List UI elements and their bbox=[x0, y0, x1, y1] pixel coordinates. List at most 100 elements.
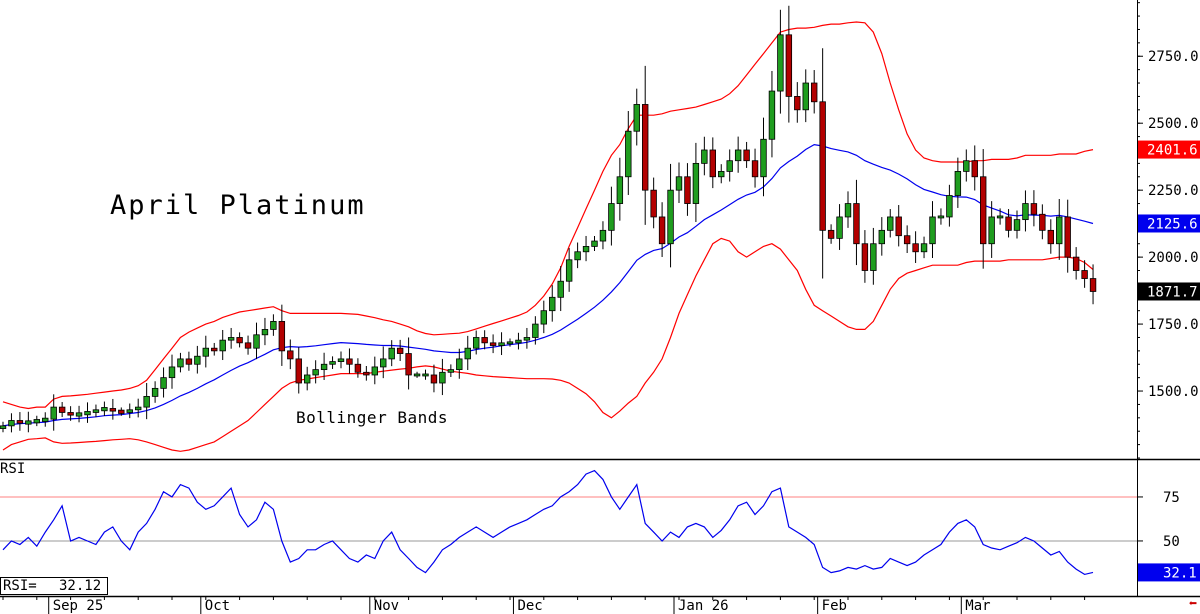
candle bbox=[101, 401, 108, 416]
candle-body bbox=[363, 371, 370, 376]
candle bbox=[109, 398, 117, 420]
candle bbox=[456, 348, 463, 379]
candle-body bbox=[912, 243, 919, 253]
candle-body bbox=[996, 215, 1004, 219]
scroll-left-arrow-icon[interactable]: ⬅ bbox=[1188, 596, 1197, 612]
candle-body bbox=[946, 195, 953, 218]
candle-body bbox=[903, 235, 911, 245]
candle-body bbox=[92, 409, 100, 413]
candle bbox=[472, 330, 480, 355]
candle-body bbox=[1047, 229, 1054, 245]
candle bbox=[0, 421, 7, 433]
candle bbox=[819, 48, 826, 279]
candle-body bbox=[549, 296, 556, 312]
candle bbox=[489, 334, 497, 354]
candle-body bbox=[75, 412, 83, 417]
candle bbox=[802, 69, 809, 123]
candle-body bbox=[388, 347, 395, 360]
candle-body bbox=[472, 337, 480, 349]
candle bbox=[684, 163, 691, 216]
candle bbox=[430, 364, 438, 393]
candle-body bbox=[337, 358, 345, 362]
candle-body bbox=[430, 374, 438, 384]
candle bbox=[971, 145, 978, 191]
candle bbox=[768, 70, 776, 158]
candle bbox=[75, 405, 83, 423]
candle-body bbox=[608, 203, 615, 231]
rsi-tick-label: 50 bbox=[1163, 534, 1180, 550]
candle-body bbox=[692, 162, 700, 204]
candle-body bbox=[591, 240, 598, 247]
price-tick-label: 2000.0 bbox=[1148, 250, 1199, 266]
candle-body bbox=[777, 34, 784, 92]
candle-body bbox=[8, 420, 15, 427]
time-tick-label: Nov bbox=[374, 598, 399, 614]
candle-body bbox=[498, 342, 505, 346]
candle bbox=[827, 224, 835, 244]
rsi-current-box bbox=[1138, 563, 1200, 582]
candle-body bbox=[734, 149, 742, 162]
candle-body bbox=[861, 243, 869, 271]
candle-body bbox=[42, 417, 49, 422]
candle-body bbox=[1056, 216, 1063, 245]
candle-body bbox=[456, 358, 463, 371]
candle bbox=[1056, 199, 1063, 260]
candle-body bbox=[84, 411, 91, 416]
candle bbox=[1064, 199, 1071, 273]
time-tick-label: Oct bbox=[205, 598, 230, 614]
candle bbox=[405, 337, 412, 390]
candle bbox=[481, 330, 488, 350]
candle bbox=[878, 217, 885, 256]
candle-body bbox=[329, 361, 336, 365]
candle bbox=[25, 411, 32, 433]
candle bbox=[895, 205, 902, 247]
candle bbox=[143, 383, 150, 420]
candle bbox=[988, 201, 995, 258]
candle-body bbox=[794, 96, 801, 111]
candle bbox=[447, 364, 455, 377]
candle-body bbox=[658, 216, 666, 245]
candle bbox=[903, 225, 911, 254]
candle-body bbox=[836, 216, 843, 239]
candle bbox=[337, 351, 345, 369]
candle-body bbox=[16, 420, 24, 424]
candle bbox=[354, 358, 362, 378]
candle-body bbox=[1072, 256, 1080, 271]
candle bbox=[261, 317, 269, 346]
candle-body bbox=[920, 243, 928, 253]
candle bbox=[861, 230, 869, 283]
candle bbox=[134, 398, 142, 418]
candle bbox=[734, 136, 742, 173]
candle-body bbox=[642, 104, 649, 191]
candle bbox=[84, 402, 91, 423]
candle-body bbox=[726, 160, 733, 172]
candle bbox=[667, 163, 674, 268]
candle-body bbox=[980, 176, 987, 245]
price-label-text: 2401.6 bbox=[1147, 143, 1198, 159]
candle-body bbox=[194, 355, 201, 365]
rsi-readout-value: 32.12 bbox=[59, 578, 102, 594]
candle-body bbox=[878, 229, 885, 245]
candle bbox=[523, 327, 531, 349]
candle bbox=[591, 235, 598, 251]
candle-body bbox=[67, 412, 74, 416]
candle-body bbox=[675, 176, 683, 191]
candle bbox=[329, 356, 336, 369]
candle bbox=[625, 111, 632, 195]
price-tick-label: 2750.0 bbox=[1148, 49, 1199, 65]
candle-body bbox=[219, 339, 226, 352]
candle-body bbox=[227, 337, 235, 341]
candle bbox=[185, 351, 193, 371]
candle bbox=[1013, 210, 1021, 239]
candle-body bbox=[405, 353, 412, 376]
candle-body bbox=[684, 176, 691, 204]
candle bbox=[422, 369, 429, 380]
candle bbox=[1081, 260, 1088, 288]
candle-body bbox=[827, 229, 835, 239]
candle-body bbox=[701, 149, 708, 164]
candle-body bbox=[811, 82, 818, 103]
candle-body bbox=[126, 409, 133, 413]
candle-body bbox=[253, 334, 260, 349]
candle bbox=[996, 208, 1004, 225]
candle-body bbox=[211, 347, 218, 352]
